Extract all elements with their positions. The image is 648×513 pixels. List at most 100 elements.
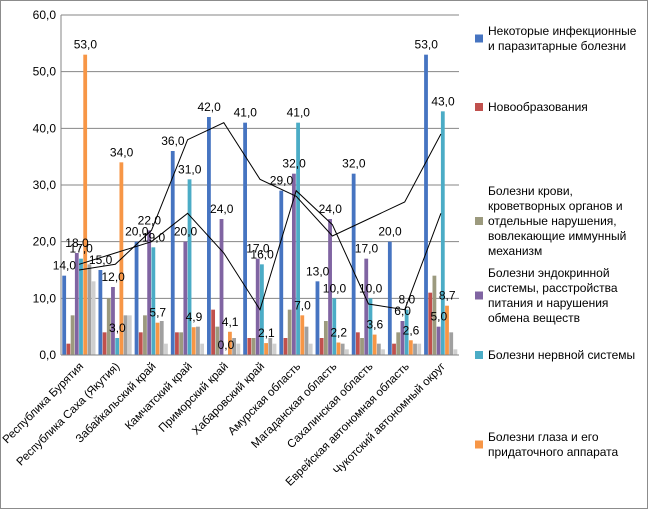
bar (111, 287, 115, 355)
bar (453, 349, 458, 355)
data-label: 34,0 (110, 145, 134, 159)
data-label: 43,0 (431, 94, 455, 108)
bar (417, 343, 422, 355)
bar (179, 332, 184, 355)
data-label: 14,0 (53, 259, 77, 273)
data-label: 8,0 (398, 293, 415, 307)
bar (332, 298, 337, 355)
bar (368, 298, 373, 355)
bar (408, 340, 413, 355)
data-label: 41,0 (234, 106, 258, 120)
bar (319, 338, 324, 355)
legend-label-line: механизм (488, 244, 542, 258)
data-label: 7,0 (294, 298, 311, 312)
legend-label-line: системы, расстройства (488, 281, 618, 295)
legend-label: Болезни крови, кроветворных органов и отде… (488, 184, 626, 258)
bar (74, 253, 79, 355)
bar (328, 219, 332, 355)
bar (336, 342, 341, 355)
legend-swatch (475, 103, 483, 111)
data-label: 2,6 (403, 323, 420, 337)
bar (413, 343, 417, 355)
bar (134, 241, 139, 355)
data-label: 17,0 (246, 242, 270, 256)
legend-label-line: обмена веществ (488, 311, 580, 325)
data-label: 42,0 (197, 100, 221, 114)
data-label: 31,0 (178, 162, 202, 176)
bar (360, 338, 364, 355)
bar (147, 230, 152, 355)
bar (200, 343, 205, 355)
legend-swatch (475, 217, 483, 225)
bar (424, 54, 428, 356)
bar (296, 122, 300, 356)
bar (115, 338, 120, 355)
y-tick-label: 30,0 (33, 178, 57, 192)
legend-label-line: вовлекающие иммунный (488, 229, 626, 243)
data-label: 32,0 (282, 157, 306, 171)
y-tick-label: 0,0 (39, 348, 56, 362)
data-label: 4,1 (222, 315, 239, 329)
data-label: 0,0 (218, 338, 235, 352)
bar (304, 326, 309, 355)
trendlines (78, 122, 442, 311)
y-tick-label: 10,0 (33, 291, 57, 305)
bar (392, 343, 396, 355)
bar (432, 275, 437, 355)
bar (228, 331, 232, 355)
bar (344, 349, 349, 355)
legend-label-line: кроветворных органов и (488, 199, 623, 213)
data-label: 2,2 (330, 326, 347, 340)
data-label: 20,0 (125, 225, 149, 239)
data-label: 24,0 (319, 202, 343, 216)
y-axis: 0,0 10,0 20,0 30,0 40,0 50,0 60,0 (33, 8, 62, 362)
legend-label-line: отдельные нарушения, (488, 214, 617, 228)
bar (98, 270, 103, 355)
legend-swatch (475, 440, 483, 449)
bar (272, 343, 277, 355)
data-label: 53,0 (74, 38, 98, 52)
bar (247, 338, 252, 355)
data-label: 17,0 (355, 242, 379, 256)
bar (66, 343, 71, 355)
bar (264, 343, 268, 355)
data-label: 19,0 (142, 230, 166, 244)
legend-label: Болезни глаза и его придаточного аппарата (488, 430, 619, 459)
bar (215, 326, 220, 355)
data-label: 3,6 (367, 318, 384, 332)
bar (70, 315, 75, 355)
bar (87, 264, 92, 355)
bar (183, 241, 188, 355)
y-tick-label: 40,0 (33, 121, 57, 135)
bar (211, 309, 216, 355)
bar (91, 281, 96, 355)
data-label: 10,0 (359, 281, 383, 295)
legend-label: Болезни эндокринной системы, расстройства… (488, 266, 618, 325)
data-label: 18,0 (65, 236, 89, 250)
bar (138, 332, 143, 355)
data-label: 5,7 (149, 306, 166, 320)
bar (404, 309, 409, 355)
bar (308, 343, 313, 355)
bar (155, 322, 160, 355)
bar (445, 305, 449, 355)
data-label: 12,0 (101, 270, 125, 284)
bar (236, 343, 241, 355)
data-label: 15,0 (89, 253, 113, 267)
bar (340, 343, 345, 355)
x-tick-label: Приморский край (157, 361, 231, 435)
legend-label-line: Болезни нервной системы (488, 348, 635, 362)
legend-label-line: Болезни крови, (488, 184, 573, 198)
bar (291, 173, 296, 355)
bar (151, 247, 156, 355)
bar (106, 298, 111, 355)
data-label: 22,0 (138, 213, 162, 227)
bar (127, 315, 132, 355)
data-label: 53,0 (415, 38, 439, 52)
x-tick-label: Камчатский край (123, 361, 195, 433)
bar (364, 258, 369, 355)
bar (372, 334, 377, 355)
data-label: 13,0 (306, 264, 330, 278)
